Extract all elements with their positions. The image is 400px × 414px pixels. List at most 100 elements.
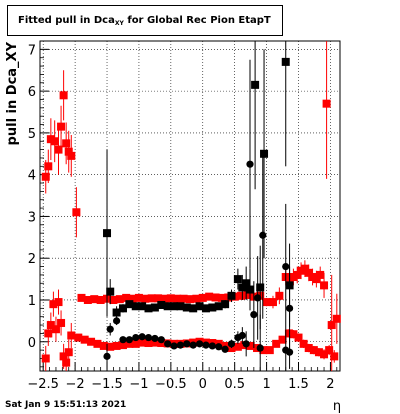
data-point bbox=[141, 294, 150, 303]
data-point bbox=[122, 293, 131, 302]
x-tick-label: 0 bbox=[199, 377, 207, 392]
data-point bbox=[87, 337, 96, 346]
data-point bbox=[77, 293, 86, 302]
x-tick-label: −1 bbox=[129, 377, 148, 392]
chart-title-subscript: XY bbox=[114, 20, 124, 27]
data-point bbox=[106, 342, 115, 351]
data-point bbox=[118, 341, 127, 350]
data-point bbox=[44, 329, 53, 338]
timestamp: Sat Jan 9 15:51:13 2021 bbox=[5, 400, 127, 410]
data-point bbox=[256, 283, 265, 292]
y-tick-label: 1 bbox=[28, 294, 36, 309]
y-tick-label: 0 bbox=[28, 336, 36, 351]
data-point bbox=[160, 294, 169, 303]
data-point bbox=[320, 281, 329, 290]
y-tick-label: 3 bbox=[28, 210, 36, 225]
data-point bbox=[314, 348, 323, 357]
chart-title-main: Fitted pull in Dca bbox=[18, 15, 115, 26]
data-point bbox=[134, 293, 143, 302]
y-tick-label: 4 bbox=[28, 169, 36, 184]
data-point bbox=[150, 303, 159, 312]
data-point bbox=[72, 208, 81, 217]
data-point bbox=[182, 303, 191, 312]
data-point bbox=[80, 335, 89, 344]
data-point bbox=[256, 344, 264, 352]
x-tick-label: 1.5 bbox=[288, 377, 309, 392]
data-point bbox=[259, 231, 267, 239]
data-point bbox=[144, 333, 153, 342]
data-point bbox=[112, 341, 121, 350]
data-point bbox=[195, 340, 204, 348]
data-point bbox=[67, 331, 76, 340]
data-point bbox=[112, 317, 121, 325]
data-point bbox=[312, 275, 321, 284]
data-point bbox=[59, 352, 68, 361]
data-point bbox=[281, 57, 290, 66]
data-point bbox=[51, 325, 60, 334]
data-point bbox=[205, 292, 214, 301]
data-point bbox=[54, 145, 63, 154]
data-point bbox=[170, 302, 179, 311]
data-point bbox=[109, 295, 118, 304]
data-point bbox=[284, 329, 293, 338]
data-point bbox=[208, 303, 217, 312]
data-point bbox=[157, 301, 166, 309]
data-point bbox=[275, 291, 284, 300]
data-point bbox=[176, 302, 185, 311]
data-point bbox=[128, 294, 137, 303]
data-point bbox=[330, 352, 339, 361]
data-point bbox=[103, 229, 112, 238]
data-point bbox=[278, 335, 287, 344]
data-point bbox=[93, 339, 102, 348]
data-point bbox=[138, 338, 147, 347]
data-point bbox=[242, 340, 250, 348]
data-point bbox=[238, 331, 246, 340]
data-point bbox=[227, 291, 236, 300]
x-tick-label: 0.5 bbox=[224, 377, 245, 392]
data-point bbox=[272, 339, 281, 348]
data-point bbox=[106, 287, 115, 296]
data-point bbox=[164, 340, 172, 348]
data-point bbox=[221, 300, 230, 309]
data-point bbox=[198, 293, 207, 302]
data-point bbox=[243, 290, 252, 299]
data-point bbox=[268, 298, 277, 307]
data-point bbox=[41, 172, 50, 181]
data-point bbox=[300, 264, 309, 273]
data-point bbox=[309, 346, 318, 355]
data-point bbox=[67, 151, 76, 160]
data-point bbox=[103, 352, 111, 360]
y-tick-label: 2 bbox=[28, 252, 36, 267]
data-point bbox=[176, 341, 185, 349]
data-point bbox=[179, 294, 188, 303]
data-point bbox=[254, 294, 262, 302]
x-tick-label: −2 bbox=[66, 377, 85, 392]
data-point bbox=[325, 346, 334, 355]
data-point bbox=[327, 321, 336, 330]
data-point bbox=[195, 302, 204, 311]
y-axis-label: pull in Dca_XY bbox=[5, 41, 20, 145]
data-point bbox=[189, 341, 197, 349]
data-point bbox=[106, 325, 114, 333]
data-point bbox=[332, 314, 341, 323]
data-point bbox=[150, 338, 159, 347]
data-point bbox=[119, 336, 127, 344]
data-point bbox=[74, 333, 83, 342]
data-point bbox=[189, 304, 198, 313]
data-point bbox=[57, 122, 66, 131]
data-point bbox=[246, 160, 254, 168]
data-point bbox=[46, 321, 55, 330]
y-tick-label: 7 bbox=[28, 43, 36, 58]
data-point bbox=[125, 339, 134, 348]
data-point bbox=[260, 149, 269, 158]
data-point bbox=[112, 308, 121, 317]
data-point bbox=[202, 341, 210, 349]
data-point bbox=[285, 304, 294, 312]
data-point bbox=[233, 275, 242, 284]
y-tick-label: 5 bbox=[28, 127, 36, 142]
data-point bbox=[217, 293, 226, 302]
data-point bbox=[170, 342, 178, 350]
data-point bbox=[166, 294, 175, 303]
data-point bbox=[238, 283, 247, 292]
